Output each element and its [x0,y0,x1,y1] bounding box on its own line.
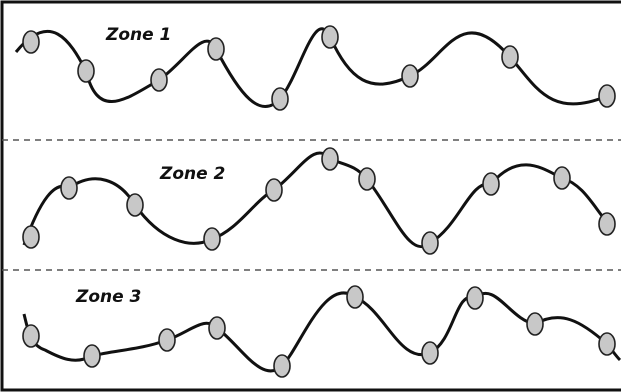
zone-3: Zone 3 [22,285,621,378]
zone-3-node-3 [158,328,176,352]
zone-2-node-1 [22,225,40,249]
zone-1-node-6 [321,25,339,49]
zone-1-label: Zone 1 [105,25,171,45]
zone-1-node-1 [22,30,40,54]
zone-3-node-9 [526,312,544,336]
zone-1: Zone 1 [14,25,616,111]
zone-1-curve [14,27,608,108]
zone-2-node-5 [265,178,283,202]
zone-3-label: Zone 3 [75,287,141,307]
zone-1-node-5 [271,87,289,111]
zone-1-node-9 [598,84,616,108]
zone-1-node-8 [501,45,519,69]
zone-3-node-4 [208,316,226,340]
zone-3-node-8 [466,286,484,310]
zone-3-nodes [22,285,616,378]
zone-3-node-7 [421,341,439,365]
zone-2-node-3 [126,193,144,217]
zone-3-node-1 [22,324,40,348]
zone-2-nodes [22,147,616,255]
zone-2-node-4 [203,227,221,251]
zone-2: Zone 2 [22,147,616,255]
zone-2-node-7 [358,167,376,191]
zone-1-node-3 [150,68,168,92]
zone-1-nodes [22,25,616,111]
zone-1-node-2 [77,59,95,83]
zone-1-node-4 [207,37,225,61]
zone-2-curve [22,151,614,249]
zone-3-node-10 [598,332,616,356]
zone-3-node-5 [273,354,291,378]
zone-2-node-8 [421,231,439,255]
zone-2-label: Zone 2 [159,164,225,184]
zone-2-node-2 [60,176,78,200]
zone-2-node-10 [553,166,571,190]
zone-2-node-6 [321,147,339,171]
zone-1-node-7 [401,64,419,88]
zone-3-node-6 [346,285,364,309]
zone-3-node-2 [83,344,101,368]
zone-2-node-9 [482,172,500,196]
zone-2-node-11 [598,212,616,236]
